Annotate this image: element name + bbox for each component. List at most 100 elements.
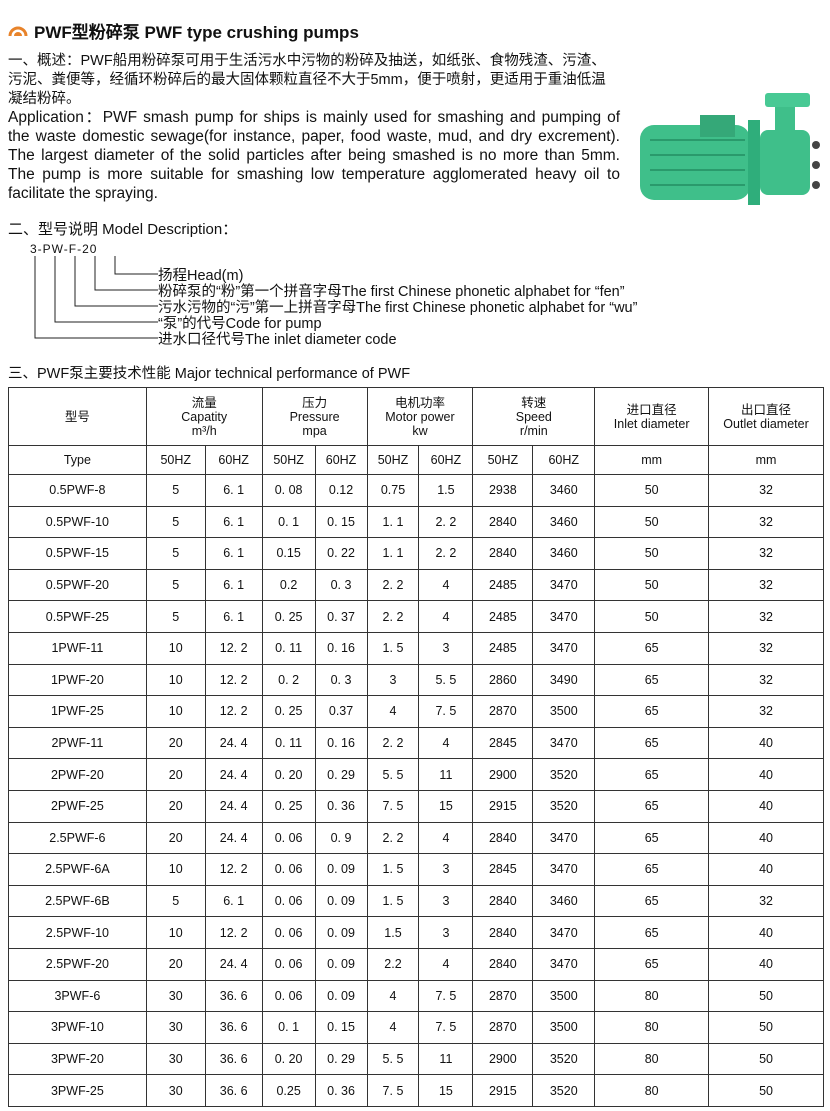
table-cell: 0. 09 [314, 979, 368, 1013]
table-cell: 40 [708, 821, 824, 855]
model-heading: 二、型号说明 Model Description： [8, 221, 238, 238]
table-cell: 32 [708, 600, 824, 633]
table-cell: 2860 [472, 663, 534, 697]
table-cell: 6. 1 [204, 505, 263, 539]
table-cell: 10 [145, 663, 206, 697]
table-cell: 0. 25 [261, 600, 316, 633]
subheader-cell: 50HZ [366, 445, 420, 475]
table-cell: 5 [145, 474, 206, 507]
table-cell: 3PWF-20 [8, 1042, 147, 1076]
table-cell: 50 [708, 979, 824, 1013]
table-cell: 3PWF-25 [8, 1074, 147, 1107]
table-cell: 3470 [532, 568, 596, 602]
table-cell: 1. 5 [366, 884, 420, 918]
table-cell: 65 [594, 884, 710, 918]
table-cell: 36. 6 [204, 1042, 263, 1076]
table-cell: 36. 6 [204, 979, 263, 1013]
table-cell: 40 [708, 947, 824, 981]
table-cell: 1. 1 [366, 505, 420, 539]
table-cell: 3 [366, 663, 420, 697]
table-cell: 11 [418, 758, 474, 791]
table-cell: 40 [708, 726, 824, 760]
table-cell: 1PWF-11 [8, 631, 147, 665]
table-cell: 3 [418, 631, 474, 665]
header-cell: 出口直径 Outlet diameter [708, 387, 824, 446]
table-cell: 3520 [532, 789, 596, 823]
table-cell: 0. 3 [314, 568, 368, 602]
table-cell: 30 [145, 1011, 206, 1044]
table-row: 3PWF-10 30 36. 6 0. 1 0. 15 4 7. 5 2870 3500 80 50 [8, 1011, 824, 1044]
table-cell: 0. 09 [314, 884, 368, 918]
table-cell: 32 [708, 631, 824, 665]
table-cell: 24. 4 [204, 758, 263, 791]
table-row: 1PWF-25 10 12. 2 0. 25 0.37 4 7. 5 2870 3500 65 32 [8, 695, 824, 728]
table-cell: 0.12 [314, 474, 368, 507]
table-cell: 11 [418, 1042, 474, 1076]
table-cell: 3470 [532, 631, 596, 665]
table-cell: 1.5 [366, 916, 420, 949]
table-cell: 6. 1 [204, 600, 263, 633]
table-cell: 12. 2 [204, 916, 263, 949]
table-cell: 65 [594, 821, 710, 855]
table-cell: 3490 [532, 663, 596, 697]
table-cell: 3460 [532, 505, 596, 539]
table-cell: 2. 2 [366, 821, 420, 855]
legend-head: 扬程Head(m) [158, 268, 244, 284]
table-cell: 0. 06 [261, 853, 316, 886]
table-cell: 0.5PWF-10 [8, 505, 147, 539]
table-cell: 2485 [472, 568, 534, 602]
table-cell: 20 [145, 821, 206, 855]
table-cell: 3PWF-10 [8, 1011, 147, 1044]
table-cell: 3 [418, 884, 474, 918]
table-cell: 2840 [472, 947, 534, 981]
table-cell: 12. 2 [204, 631, 263, 665]
table-cell: 2.5PWF-6A [8, 853, 147, 886]
table-cell: 24. 4 [204, 821, 263, 855]
application-paragraph: Application：PWF smash pump for ships is … [8, 109, 620, 202]
table-cell: 3500 [532, 1011, 596, 1044]
table-cell: 40 [708, 916, 824, 949]
table-cell: 2840 [472, 537, 534, 570]
table-cell: 1PWF-20 [8, 663, 147, 697]
table-cell: 0. 2 [261, 663, 316, 697]
table-cell: 65 [594, 853, 710, 886]
table-cell: 12. 2 [204, 853, 263, 886]
table-cell: 50 [708, 1011, 824, 1044]
table-cell: 7. 5 [418, 979, 474, 1013]
table-cell: 0.15 [261, 537, 316, 570]
table-cell: 40 [708, 758, 824, 791]
table-cell: 6. 1 [204, 884, 263, 918]
table-cell: 2. 2 [366, 726, 420, 760]
table-cell: 65 [594, 789, 710, 823]
table-cell: 0. 09 [314, 916, 368, 949]
table-cell: 2915 [472, 1074, 534, 1107]
arc-logo-icon [8, 26, 28, 36]
table-cell: 0. 20 [261, 758, 316, 791]
table-row: 1PWF-20 10 12. 2 0. 2 0. 3 3 5. 5 2860 3490 65 32 [8, 663, 824, 697]
table-cell: 0.5PWF-15 [8, 537, 147, 570]
table-cell: 6. 1 [204, 537, 263, 570]
table-cell: 0. 15 [314, 1011, 368, 1044]
table-cell: 0. 22 [314, 537, 368, 570]
table-cell: 32 [708, 663, 824, 697]
table-cell: 30 [145, 1074, 206, 1107]
table-cell: 0. 06 [261, 916, 316, 949]
table-cell: 0. 20 [261, 1042, 316, 1076]
table-cell: 3470 [532, 600, 596, 633]
table-cell: 0. 11 [261, 726, 316, 760]
table-cell: 5 [145, 505, 206, 539]
table-cell: 0. 37 [314, 600, 368, 633]
table-cell: 2. 2 [366, 568, 420, 602]
table-cell: 2. 2 [418, 505, 474, 539]
pump-image [640, 93, 820, 205]
table-cell: 0. 1 [261, 1011, 316, 1044]
table-cell: 0. 9 [314, 821, 368, 855]
legend-pump: “泵”的代号Code for pump [158, 316, 322, 332]
table-cell: 0. 36 [314, 1074, 368, 1107]
subheader-cell: 60HZ [314, 445, 368, 475]
table-cell: 0. 09 [314, 853, 368, 886]
table-cell: 65 [594, 726, 710, 760]
table-cell: 6. 1 [204, 568, 263, 602]
table-cell: 10 [145, 695, 206, 728]
table-cell: 2845 [472, 726, 534, 760]
